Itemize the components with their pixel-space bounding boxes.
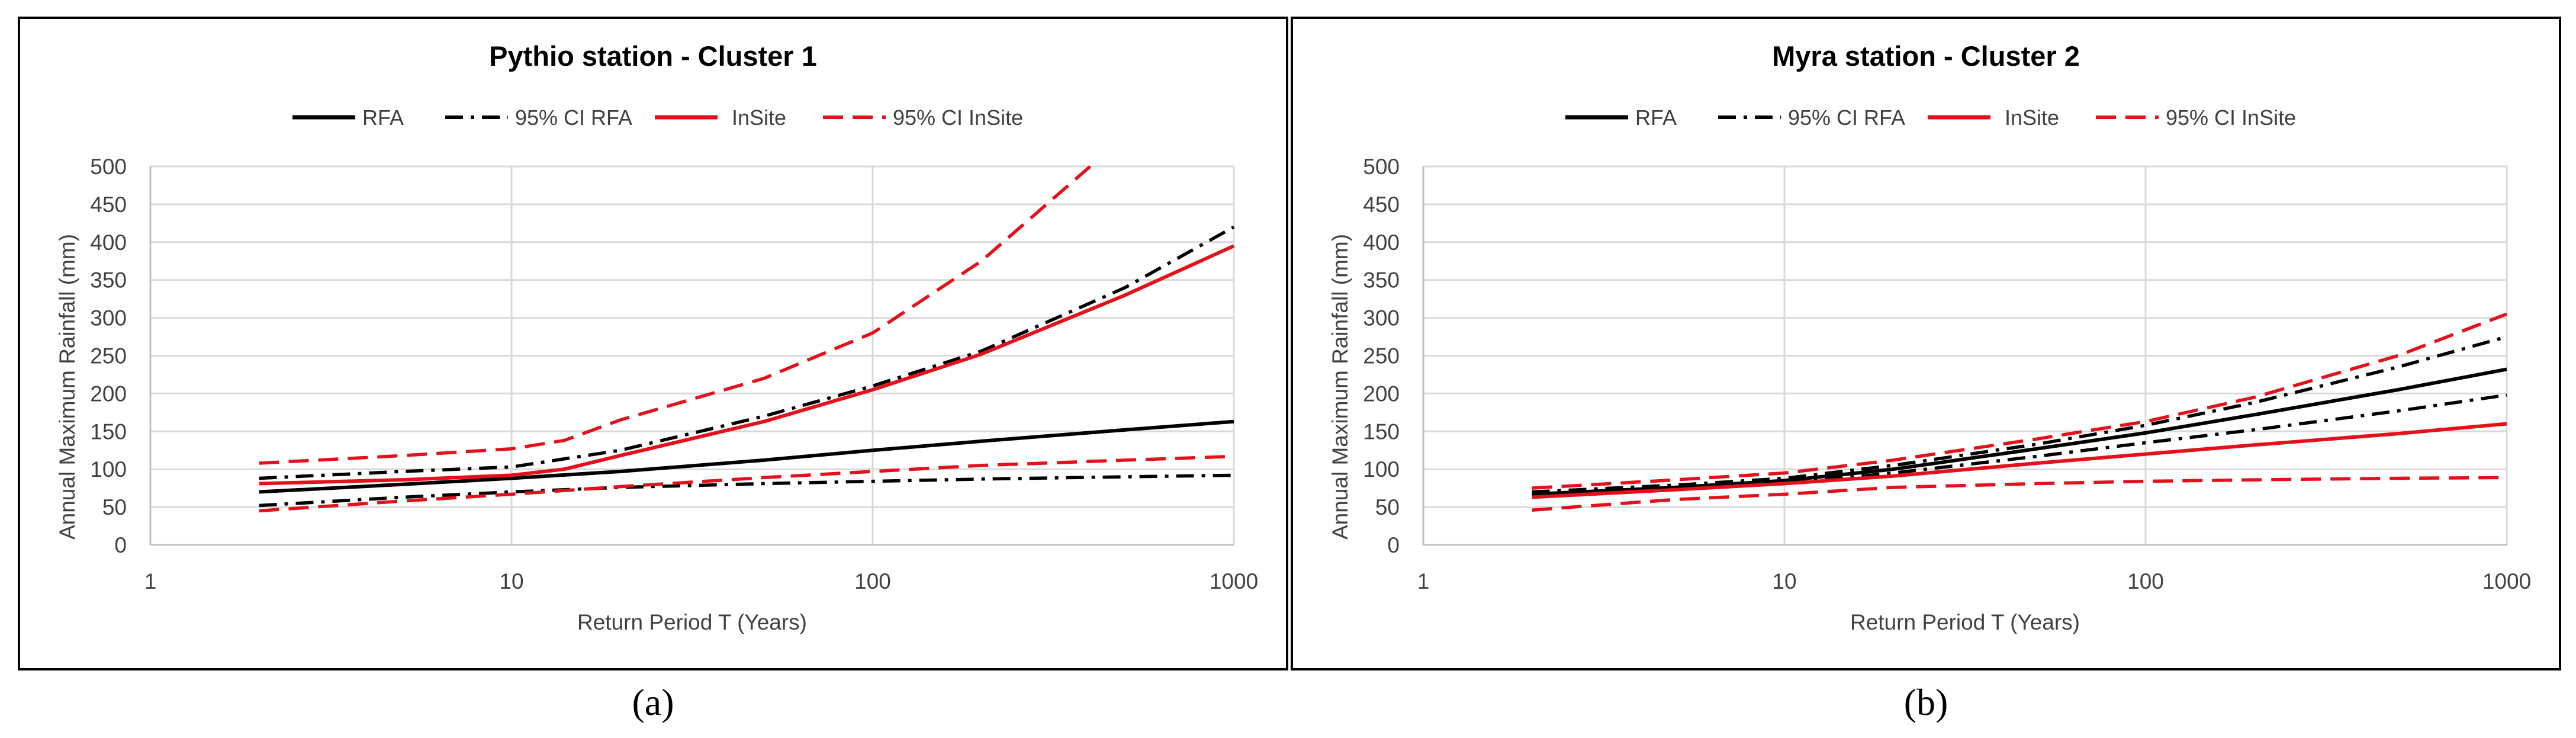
y-tick-label: 200	[90, 381, 127, 406]
series-line-rfa	[259, 419, 1234, 494]
y-tick-label: 500	[90, 155, 127, 179]
series-lines	[259, 165, 1235, 513]
panel-frame	[18, 17, 1288, 670]
chart-panel-a: Pythio station - Cluster 1 RFA 95% CI RF…	[18, 17, 1288, 670]
x-axis-label: Return Period T (Years)	[577, 610, 807, 634]
y-tick-label: 150	[1363, 419, 1400, 444]
legend-item-insite: InSite	[1928, 105, 2059, 130]
series-line-95-ci-insite	[259, 165, 1092, 465]
y-tick-label: 100	[1363, 457, 1400, 482]
chart-panel-b: Myra station - Cluster 2 RFA 95% CI RFA …	[1291, 17, 2561, 670]
series-lines	[1532, 312, 2507, 512]
legend-item-ci-rfa: 95% CI RFA	[1718, 105, 1905, 130]
y-tick-label: 0	[114, 533, 127, 557]
y-tick-label: 500	[1363, 155, 1400, 179]
chart-title: Myra station - Cluster 2	[1772, 40, 2080, 72]
y-tick-label: 300	[1363, 306, 1400, 331]
panel-frame	[1291, 17, 2561, 670]
series-line-95-ci-insite	[1532, 312, 2507, 490]
tick-labels: 0 50 100 150 200 250 300 350 400 450 500 1 10 100 1000	[90, 155, 1258, 593]
x-tick-label: 100	[2127, 569, 2164, 593]
x-tick-label: 100	[854, 569, 891, 593]
y-tick-label: 0	[1387, 533, 1400, 557]
y-tick-label: 300	[90, 306, 127, 331]
gridlines	[1423, 165, 2508, 545]
tick-labels: 0 50 100 150 200 250 300 350 400 450 500 1 10 100 1000	[1363, 155, 2531, 593]
series-line-rfa	[1532, 367, 2507, 496]
y-axis-label: Annual Maximum Rainfall (mm)	[1328, 234, 1352, 540]
x-tick-label: 1000	[2482, 569, 2531, 593]
y-tick-label: 150	[90, 419, 127, 444]
y-tick-label: 250	[90, 344, 127, 368]
series-line-95-ci-rfa	[259, 473, 1234, 508]
series-line-95-ci-insite	[1532, 476, 2507, 512]
axes	[149, 166, 1234, 546]
legend-label-ci-rfa: 95% CI RFA	[515, 105, 632, 130]
y-tick-label: 50	[102, 495, 127, 519]
legend-item-ci-insite: 95% CI InSite	[823, 105, 1023, 130]
chart-title: Pythio station - Cluster 1	[489, 40, 817, 72]
legend-label-ci-rfa: 95% CI RFA	[1788, 105, 1905, 130]
legend-item-ci-rfa: 95% CI RFA	[445, 105, 632, 130]
legend: RFA 95% CI RFA InSite 95% CI InSite	[1565, 105, 2296, 130]
series-line-insite	[259, 244, 1235, 486]
legend: RFA 95% CI RFA InSite 95% CI InSite	[292, 105, 1023, 130]
x-tick-label: 10	[499, 569, 523, 593]
series-line-95-ci-rfa	[1532, 393, 2507, 498]
y-tick-label: 450	[1363, 192, 1400, 217]
series-line-95-ci-insite	[259, 454, 1234, 513]
y-tick-label: 450	[90, 192, 127, 217]
legend-item-rfa: RFA	[1565, 105, 1677, 130]
legend-label-insite: InSite	[732, 105, 786, 130]
y-tick-label: 250	[1363, 344, 1400, 368]
y-axis-label: Annual Maximum Rainfall (mm)	[55, 234, 79, 540]
y-tick-label: 400	[1363, 230, 1400, 255]
panel-label-a: (a)	[632, 681, 674, 723]
x-tick-label: 1	[1417, 569, 1430, 593]
panel-label-b: (b)	[1904, 681, 1948, 723]
x-tick-label: 1	[144, 569, 157, 593]
y-tick-label: 200	[1363, 381, 1400, 406]
legend-item-insite: InSite	[655, 105, 786, 130]
legend-label-rfa: RFA	[1635, 105, 1677, 130]
legend-label-rfa: RFA	[362, 105, 404, 130]
axes	[1422, 166, 2507, 546]
legend-item-rfa: RFA	[292, 105, 404, 130]
x-tick-label: 1000	[1210, 569, 1258, 593]
x-axis-label: Return Period T (Years)	[1850, 610, 2080, 634]
legend-label-insite: InSite	[2005, 105, 2059, 130]
y-tick-label: 100	[90, 457, 127, 482]
legend-item-ci-insite: 95% CI InSite	[2096, 105, 2296, 130]
x-tick-label: 10	[1772, 569, 1796, 593]
legend-label-ci-insite: 95% CI InSite	[2166, 105, 2296, 130]
series-line-insite	[1532, 422, 2507, 499]
y-tick-label: 50	[1375, 495, 1400, 519]
y-tick-label: 350	[1363, 268, 1400, 293]
legend-label-ci-insite: 95% CI InSite	[893, 105, 1023, 130]
y-tick-label: 400	[90, 230, 127, 255]
y-tick-label: 350	[90, 268, 127, 293]
